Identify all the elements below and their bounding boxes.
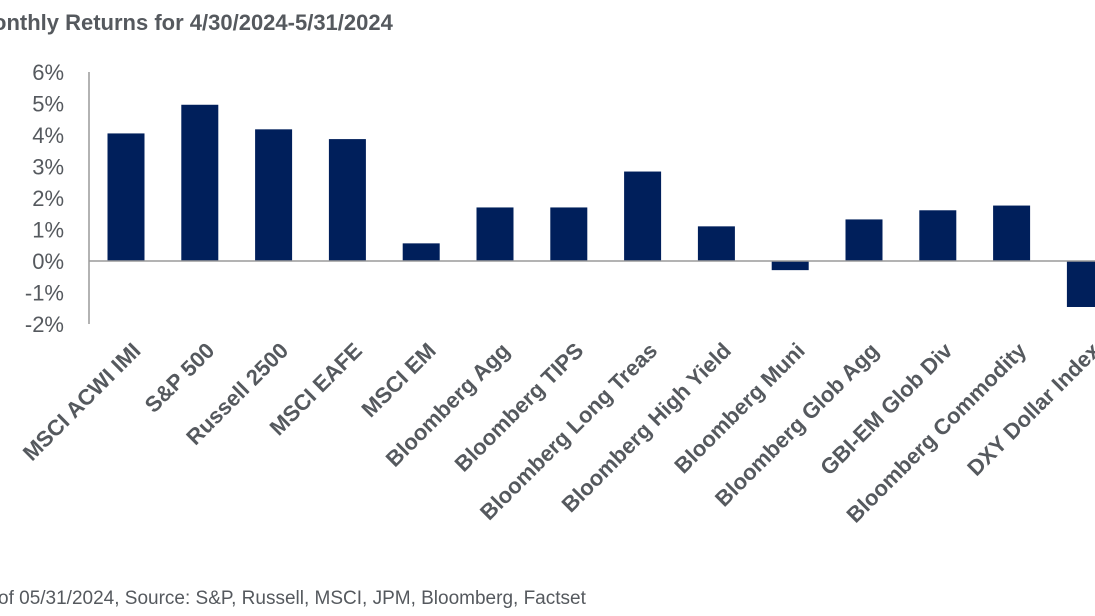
- bar: [328, 139, 366, 261]
- bar: [993, 205, 1031, 261]
- source-footnote: of 05/31/2024, Source: S&P, Russell, MSC…: [0, 588, 586, 609]
- y-tick-label: 5%: [32, 92, 64, 117]
- bar: [845, 219, 883, 261]
- y-tick-label: 4%: [32, 123, 64, 148]
- category-label: Bloomberg Muni: [669, 338, 809, 478]
- y-tick-label: 6%: [32, 60, 64, 85]
- chart-title: onthly Returns for 4/30/2024-5/31/2024: [0, 10, 393, 35]
- bar: [1066, 261, 1095, 307]
- bar: [624, 171, 662, 261]
- y-tick-label: -2%: [25, 312, 64, 337]
- y-tick-label: 2%: [32, 186, 64, 211]
- bar: [255, 129, 293, 261]
- category-label: MSCI ACWI IMI: [18, 338, 146, 466]
- bar: [476, 207, 514, 261]
- category-label: DXY Dollar Index: [962, 337, 1095, 480]
- category-label: GBI-EM Glob Div: [815, 337, 958, 480]
- bar: [107, 133, 145, 261]
- y-tick-label: 0%: [32, 249, 64, 274]
- bar: [550, 207, 588, 261]
- bar: [402, 243, 440, 261]
- y-tick-label: -1%: [25, 281, 64, 306]
- category-label: Bloomberg Agg: [381, 338, 515, 472]
- bar: [181, 104, 219, 261]
- bar: [919, 210, 957, 261]
- y-axis-ticks: 6% 5% 4% 3% 2% 1% 0% -1% -2%: [25, 60, 64, 337]
- bars: [107, 104, 1095, 307]
- y-tick-label: 1%: [32, 218, 64, 243]
- y-tick-label: 3%: [32, 155, 64, 180]
- category-label: Bloomberg TIPS: [450, 338, 589, 477]
- bar: [697, 226, 735, 261]
- bar: [771, 261, 809, 271]
